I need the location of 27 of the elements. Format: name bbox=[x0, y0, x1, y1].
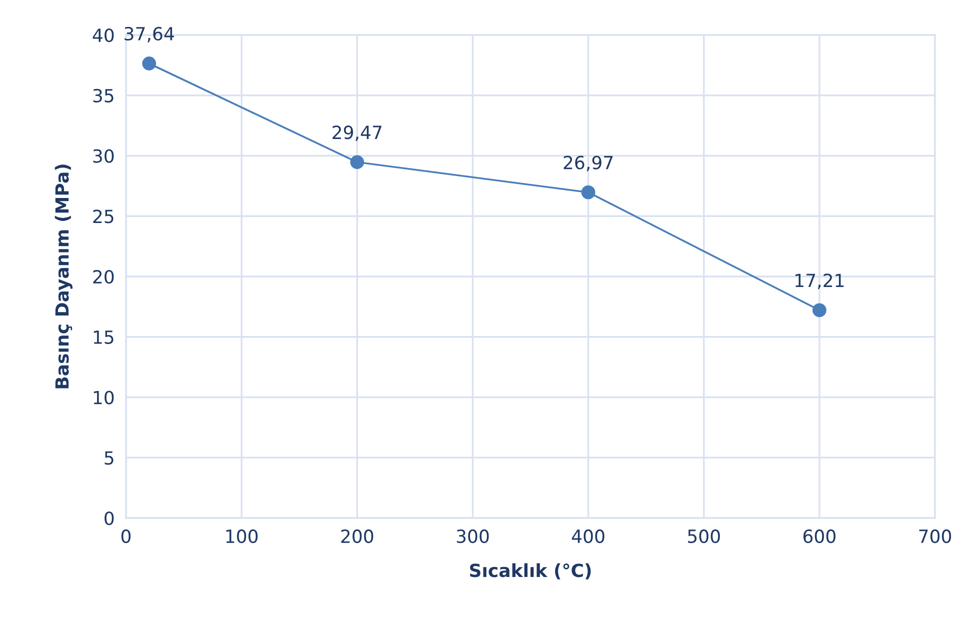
point bbox=[812, 303, 826, 318]
y-axis-title: Basınç Dayanım (MPa) bbox=[54, 164, 72, 388]
x-tick-label: 300 bbox=[456, 529, 489, 544]
data-label: 37,64 bbox=[124, 26, 174, 42]
y-tick-label: 40 bbox=[92, 28, 114, 42]
x-tick-label: 0 bbox=[121, 529, 131, 544]
y-tick-label: 15 bbox=[94, 330, 114, 344]
y-tick-label: 5 bbox=[104, 451, 114, 465]
y-tick-label: 30 bbox=[93, 149, 114, 163]
point bbox=[350, 155, 364, 170]
point bbox=[142, 56, 156, 70]
x-tick-label: 700 bbox=[919, 529, 952, 544]
data-label: 26,97 bbox=[564, 156, 613, 172]
data-label: 29,47 bbox=[332, 126, 382, 142]
data-label: 17,21 bbox=[796, 274, 844, 290]
x-tick-label: 600 bbox=[803, 529, 836, 544]
y-tick-label: 35 bbox=[93, 88, 114, 102]
x-tick-label: 400 bbox=[572, 529, 604, 544]
y-tick-label: 0 bbox=[104, 511, 114, 526]
x-tick-label: 100 bbox=[226, 529, 258, 544]
x-tick-label: 500 bbox=[688, 529, 720, 544]
y-tick-label: 20 bbox=[93, 270, 114, 284]
y-tick-label: 25 bbox=[93, 210, 114, 224]
y-tick-label: 10 bbox=[94, 390, 114, 404]
x-axis-title: Sıcaklık (°C) bbox=[470, 563, 591, 580]
x-tick-label: 200 bbox=[341, 529, 374, 544]
point bbox=[581, 185, 596, 200]
